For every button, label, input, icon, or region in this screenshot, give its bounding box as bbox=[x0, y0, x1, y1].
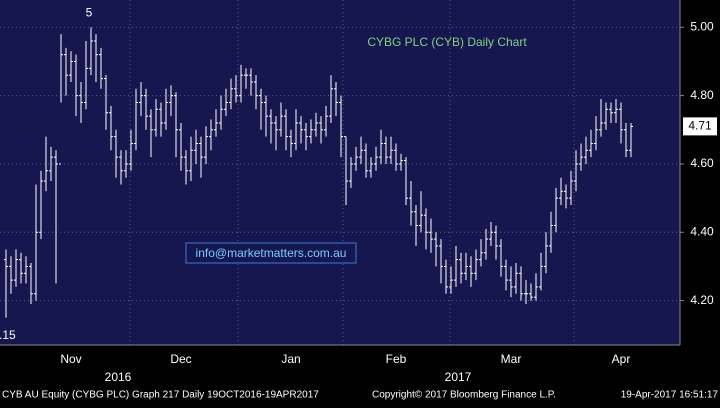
low-label: 4.15 bbox=[0, 328, 16, 342]
chart-title: CYBG PLC (CYB) Daily Chart bbox=[367, 35, 527, 49]
footer-left: CYB AU Equity (CYBG PLC) Graph 217 Daily… bbox=[2, 390, 319, 401]
footer-middle: Copyright© 2017 Bloomberg Finance L.P. bbox=[372, 390, 556, 401]
y-tick-label: 4.20 bbox=[690, 293, 714, 307]
x-tick-label: Dec bbox=[170, 352, 191, 366]
last-price-box bbox=[683, 117, 717, 136]
y-tick-label: 4.80 bbox=[690, 88, 714, 102]
watermark: info@marketmatters.com.au bbox=[196, 246, 347, 260]
y-tick-label: 5.00 bbox=[690, 19, 714, 33]
year-label: 2016 bbox=[105, 370, 132, 384]
year-label: 2017 bbox=[445, 370, 472, 384]
y-tick-label: 4.40 bbox=[690, 224, 714, 238]
high-label: 5 bbox=[86, 5, 93, 19]
month-dividers bbox=[129, 0, 575, 345]
last-price: 4.71 bbox=[688, 119, 712, 133]
x-tick-label: Jan bbox=[281, 352, 300, 366]
x-tick-label: Mar bbox=[501, 352, 522, 366]
footer-right: 19-Apr-2017 16:51:17 bbox=[621, 390, 719, 401]
x-tick-label: Nov bbox=[60, 352, 81, 366]
watermark-box bbox=[185, 242, 357, 264]
y-tick-label: 4.60 bbox=[690, 156, 714, 170]
x-tick-label: Apr bbox=[612, 352, 631, 366]
x-tick-label: Feb bbox=[386, 352, 407, 366]
plot-bg bbox=[0, 0, 680, 345]
